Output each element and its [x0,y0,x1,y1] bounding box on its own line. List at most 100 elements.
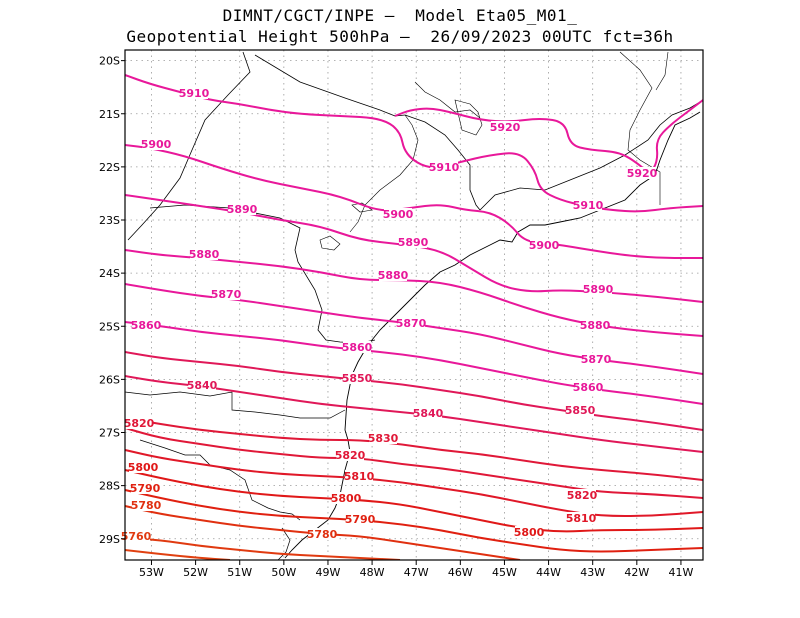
contour-label-bg [131,482,159,494]
contour-line-5920 [394,99,703,173]
contour-label-bg [566,404,594,416]
contour-label-bg [132,499,160,511]
x-tick-label: 43W [580,566,605,579]
axis-ticks: 53W 52W 51W 50W 49W 48W 47W 46W 45W 44W 43W 42W 41W 2… [99,55,693,579]
contour-label-bg [399,236,427,248]
y-tick-label: 21S [99,108,120,121]
contour-label-5910: 5910 [429,161,460,174]
contour-label-5800: 5800 [514,526,545,539]
y-tick-label: 25S [99,320,120,333]
contour-label-5860: 5860 [131,319,162,332]
contour-label-5790: 5790 [130,482,161,495]
contour-line-5770 [125,537,401,560]
y-tick-label: 28S [99,480,120,493]
chart-title-line2: Geopotential Height 500hPa — 26/09/2023 … [126,27,674,46]
contour-label-bg [581,319,609,331]
contour-label-bg [188,379,216,391]
contour-label-5810: 5810 [344,470,375,483]
contour-label-bg [132,319,160,331]
contour-label-5820: 5820 [567,489,598,502]
chart-title-line1: DIMNT/CGCT/INPE — Model Eta05_M01_ [222,6,578,25]
contour-label-bg [308,528,336,540]
contour-label-bg [430,161,458,173]
contour-label-bg [568,489,596,501]
contour-line-5870 [125,283,703,375]
contour-label-5890: 5890 [583,283,614,296]
contour-label-5820: 5820 [124,417,155,430]
contour-label-bg [142,138,170,150]
contour-label-bg [397,317,425,329]
contour-label-bg [336,449,364,461]
contour-label-bg [129,461,157,473]
x-tick-label: 50W [271,566,296,579]
contour-label-bg [384,208,412,220]
x-tick-label: 44W [536,566,561,579]
y-tick-label: 27S [99,427,120,440]
contour-label-5840: 5840 [413,407,444,420]
y-tick-label: 29S [99,533,120,546]
contour-label-5910: 5910 [179,87,210,100]
contour-label-5800: 5800 [128,461,159,474]
contour-label-5870: 5870 [211,288,242,301]
contour-label-5770: 5760 [121,530,152,543]
contour-label-5920: 5920 [490,121,521,134]
contour-line-5800 [125,469,703,533]
contour-label-5870: 5870 [396,317,427,330]
contour-label-bg [345,470,373,482]
contour-label-bg [190,248,218,260]
contour-label-bg [379,269,407,281]
contour-label-bg [574,381,602,393]
contour-label-5880: 5880 [189,248,220,261]
contour-label-5920: 5920 [627,167,658,180]
contour-label-5860: 5860 [573,381,604,394]
contour-label-bg [228,203,256,215]
contour-line-5810 [125,449,703,518]
x-tick-label: 45W [492,566,517,579]
contour-label-5860: 5860 [342,341,373,354]
contour-label-5890: 5890 [227,203,258,216]
contour-line-5780 [125,505,521,560]
contour-label-5880: 5880 [580,319,611,332]
y-tick-label: 20S [99,55,120,68]
contour-label-5900: 5900 [141,138,172,151]
contour-label-bg [369,432,397,444]
contour-line-5910 [125,74,703,213]
contour-label-bg [343,341,371,353]
contour-label-bg [122,530,150,542]
contour-label-bg [332,492,360,504]
contour-label-5850: 5850 [342,372,373,385]
contour-label-5890: 5890 [398,236,429,249]
contour-label-5900: 5900 [529,239,560,252]
x-tick-label: 49W [316,566,341,579]
contour-label-5820: 5820 [335,449,366,462]
contour-label-bg [574,199,602,211]
plot-frame [124,49,704,561]
contour-label-5800: 5800 [331,492,362,505]
contour-labels: 5920 5920 5910 5910 5910 5900 5900 5900 5890 5890… [121,87,658,543]
contour-label-5830: 5830 [368,432,399,445]
contour-label-bg [212,288,240,300]
x-tick-label: 41W [669,566,694,579]
contour-label-5780: 5780 [307,528,338,541]
x-tick-label: 51W [227,566,252,579]
x-tick-label: 52W [183,566,208,579]
y-tick-label: 24S [99,267,120,280]
contour-line-5790 [125,489,703,553]
contour-label-bg [180,87,208,99]
contour-label-bg [530,239,558,251]
y-tick-label: 22S [99,161,120,174]
contour-label-bg [414,407,442,419]
contour-line-5860 [125,321,703,405]
contour-label-5790: 5790 [345,513,376,526]
contour-label-5900: 5900 [383,208,414,221]
contour-label-5870: 5870 [581,353,612,366]
contour-label-5840: 5840 [187,379,218,392]
x-tick-label: 42W [624,566,649,579]
x-tick-label: 47W [404,566,429,579]
contour-label-5810: 5810 [566,512,597,525]
x-tick-label: 48W [360,566,385,579]
contour-line-5820 [125,427,703,499]
contour-label-bg [515,526,543,538]
contour-label-bg [582,353,610,365]
